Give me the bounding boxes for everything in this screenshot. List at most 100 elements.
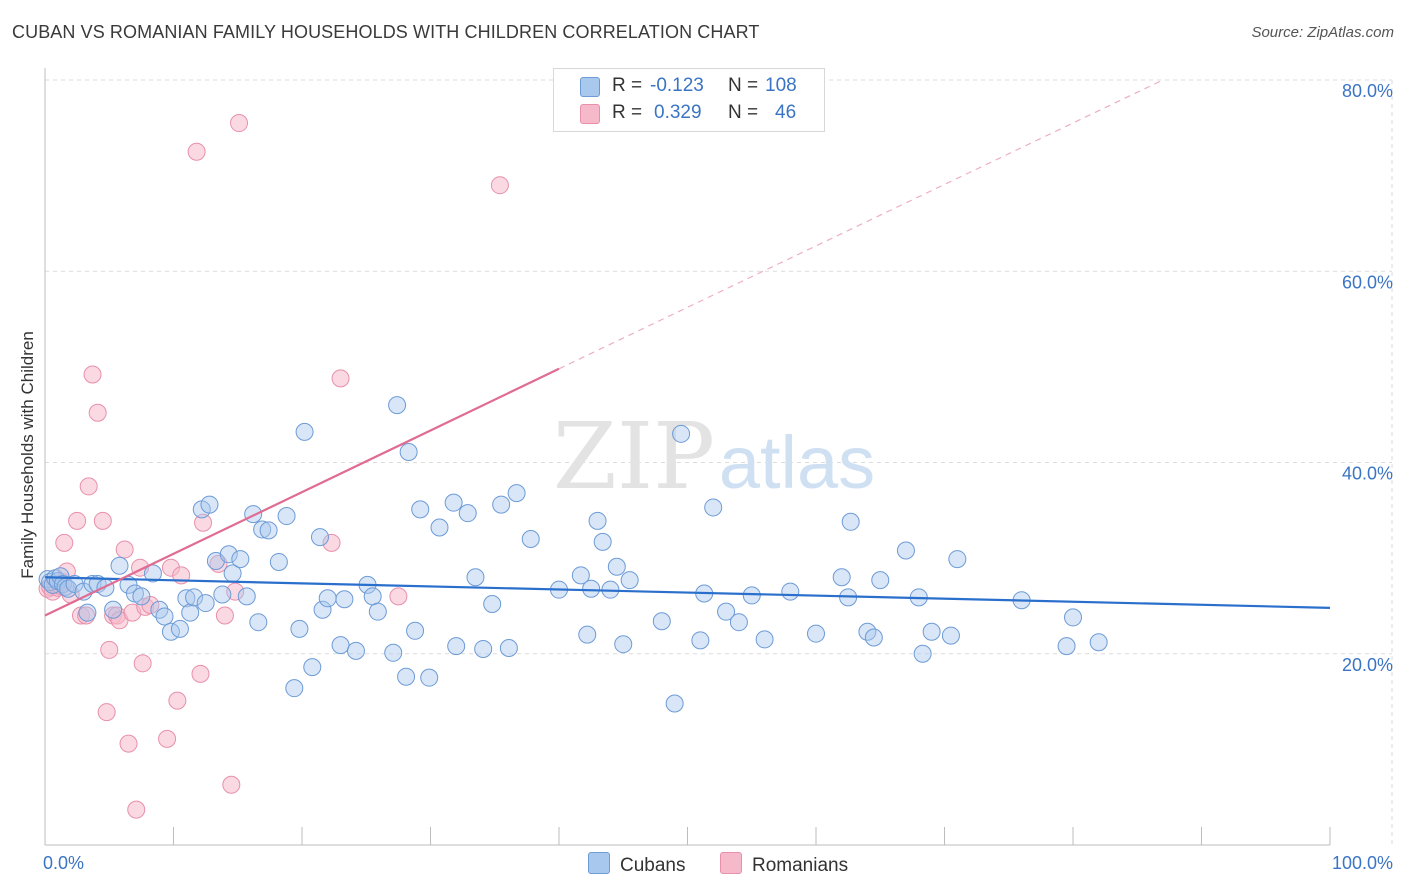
romanian-point — [100, 640, 119, 659]
cuban-point — [483, 595, 502, 614]
legend-n-label: N = — [728, 75, 759, 96]
romanian-point — [77, 606, 96, 625]
legend-n-label: N = — [728, 102, 759, 123]
cuban-point — [313, 600, 332, 619]
cuban-point — [593, 532, 612, 551]
trend-lines — [44, 79, 1331, 617]
cuban-point — [458, 504, 477, 523]
romanian-point — [119, 734, 138, 753]
cuban-point — [499, 639, 518, 658]
romanian-point — [83, 365, 102, 384]
romanians-points — [38, 114, 509, 819]
cuban-point — [368, 602, 387, 621]
cuban-point — [143, 564, 162, 583]
romanians-trend-extension — [558, 79, 1164, 370]
bottom-legend-romanians: Romanians — [720, 852, 848, 877]
cuban-point — [384, 643, 403, 662]
cuban-point — [96, 578, 115, 597]
cuban-point — [578, 625, 597, 644]
cuban-point — [285, 679, 304, 698]
legend-box: R = -0.123 N = 108 R = 0.329 N = 46 — [553, 68, 825, 132]
legend-n-value: 46 — [775, 102, 797, 123]
cuban-point — [253, 520, 272, 539]
cuban-point — [1089, 633, 1108, 652]
romanian-point — [79, 477, 98, 496]
cuban-point — [474, 639, 493, 658]
romanian-point — [127, 800, 146, 819]
cuban-point — [1064, 608, 1082, 627]
romanian-point — [115, 540, 134, 559]
cuban-point — [841, 512, 860, 531]
x-tick-label-max: 100.0% — [1332, 853, 1393, 873]
cuban-point — [864, 628, 883, 647]
bottom-legend-romanians-label: Romanians — [752, 855, 849, 876]
legend-r-label: R = — [612, 75, 643, 96]
cuban-point — [466, 568, 485, 587]
romanian-point — [97, 703, 116, 722]
cuban-point — [420, 668, 439, 687]
legend-swatch-romanians — [580, 104, 600, 124]
cuban-point — [318, 589, 337, 608]
y-tick-label: 20.0% — [1342, 655, 1393, 675]
bottom-legend-cubans: Cubans — [588, 852, 686, 877]
cuban-point — [363, 587, 382, 606]
source-label: Source: ZipAtlas.com — [1251, 24, 1394, 41]
romanian-point — [168, 691, 187, 710]
y-tick-labels: 20.0% 40.0% 60.0% 80.0% — [1342, 81, 1393, 675]
cuban-point — [430, 518, 449, 537]
cuban-point — [871, 571, 890, 590]
cuban-point — [588, 511, 607, 530]
cuban-point — [444, 493, 463, 512]
x-tick-label-min: 0.0% — [43, 853, 84, 873]
cuban-point — [181, 603, 200, 622]
cuban-point — [219, 545, 238, 564]
cuban-point — [406, 621, 425, 640]
legend-r-value: -0.123 — [650, 75, 704, 96]
cuban-point — [521, 530, 540, 548]
cuban-point — [717, 602, 736, 621]
cuban-point — [397, 667, 416, 686]
cuban-point — [411, 500, 430, 519]
romanian-point — [194, 513, 213, 532]
cuban-point — [492, 495, 511, 514]
cuban-point — [104, 600, 123, 619]
romanian-point — [133, 654, 152, 673]
cuban-point — [729, 613, 748, 632]
romanian-point — [222, 775, 241, 794]
romanian-point — [389, 587, 408, 606]
cuban-point — [941, 626, 960, 645]
romanian-point — [490, 176, 509, 195]
y-tick-label: 80.0% — [1342, 81, 1393, 101]
cuban-point — [196, 594, 215, 613]
cuban-point — [346, 641, 365, 660]
romanian-point — [88, 403, 107, 422]
cuban-point — [620, 571, 639, 590]
x-tick-labels: 0.0% 100.0% — [43, 853, 1393, 873]
romanians-trend-line — [44, 367, 560, 617]
romanian-point — [93, 511, 112, 530]
cuban-point — [388, 396, 407, 415]
cuban-point — [295, 422, 314, 441]
legend-r-value: 0.329 — [654, 102, 702, 123]
cuban-point — [399, 442, 418, 461]
romanian-point — [158, 729, 177, 748]
cuban-point — [303, 658, 322, 677]
cuban-point — [231, 550, 250, 569]
cuban-point — [948, 550, 967, 569]
cuban-point — [507, 484, 526, 503]
cuban-point — [582, 579, 601, 598]
romanian-point — [322, 533, 341, 552]
romanian-point — [191, 664, 210, 683]
bottom-swatch-cubans — [588, 852, 610, 874]
legend-swatch-cubans — [580, 77, 600, 97]
cuban-point — [237, 587, 256, 606]
bottom-swatch-romanians — [720, 852, 742, 874]
cuban-point — [78, 603, 97, 622]
legend-r-label: R = — [612, 102, 643, 123]
legend-n-value: 108 — [765, 75, 797, 96]
cuban-point — [742, 586, 761, 605]
romanian-point — [230, 114, 249, 133]
cuban-point — [896, 541, 915, 560]
cuban-point — [110, 556, 129, 575]
